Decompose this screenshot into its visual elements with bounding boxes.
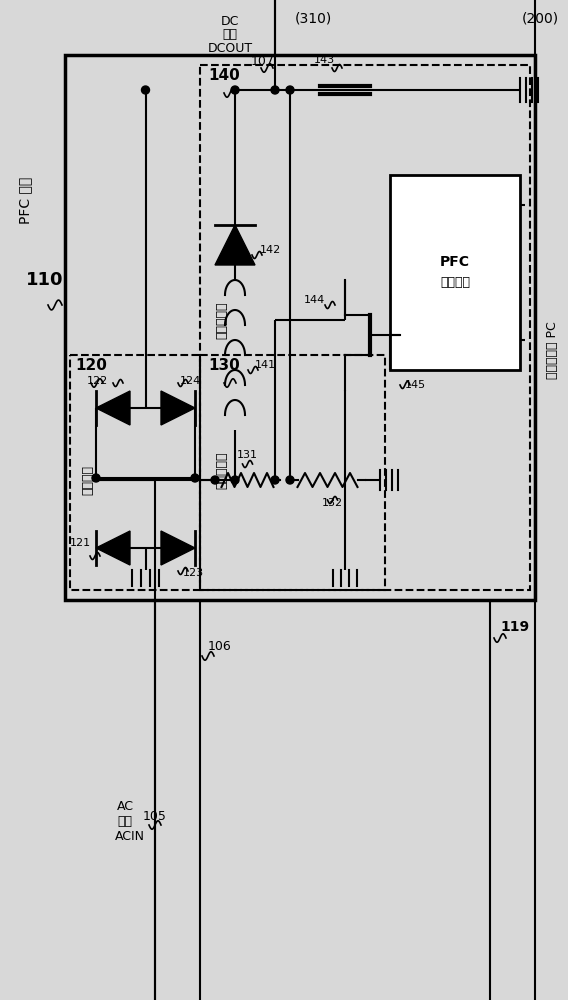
Text: 123: 123 — [183, 568, 204, 578]
Bar — [200, 65, 530, 590]
Text: 142: 142 — [260, 245, 281, 255]
Text: 119: 119 — [500, 620, 529, 634]
Text: DC: DC — [221, 15, 239, 28]
Circle shape — [286, 476, 294, 484]
Text: 130: 130 — [208, 358, 240, 373]
Circle shape — [231, 476, 239, 484]
Text: 106: 106 — [208, 640, 232, 653]
Bar — [200, 355, 385, 590]
Text: 120: 120 — [75, 358, 107, 373]
Circle shape — [231, 86, 239, 94]
Text: 信号: 信号 — [223, 28, 237, 41]
Polygon shape — [96, 391, 130, 425]
Text: AC: AC — [116, 800, 133, 813]
Circle shape — [271, 86, 279, 94]
Text: 105: 105 — [143, 810, 167, 823]
Circle shape — [211, 476, 219, 484]
Text: 107: 107 — [251, 55, 275, 68]
Polygon shape — [96, 531, 130, 565]
Text: 121: 121 — [70, 538, 91, 548]
Text: (200): (200) — [521, 12, 558, 26]
Circle shape — [191, 474, 199, 482]
Text: 110: 110 — [26, 271, 64, 289]
Circle shape — [271, 476, 279, 484]
Text: 140: 140 — [208, 68, 240, 83]
Text: PFC 电路: PFC 电路 — [18, 176, 32, 224]
Text: 122: 122 — [87, 376, 108, 386]
Text: 升压器电路: 升压器电路 — [215, 301, 228, 339]
Polygon shape — [161, 531, 195, 565]
Bar — [390, 175, 520, 370]
Text: 整流电路: 整流电路 — [81, 465, 94, 495]
Text: ACIN: ACIN — [115, 830, 145, 843]
Bar — [70, 355, 200, 590]
Text: 132: 132 — [322, 498, 343, 508]
Polygon shape — [161, 391, 195, 425]
Text: 144: 144 — [304, 295, 325, 305]
Text: 分压器电路: 分压器电路 — [215, 451, 228, 489]
Text: 145: 145 — [405, 380, 426, 390]
Text: (310): (310) — [295, 12, 332, 26]
Text: 信号: 信号 — [118, 815, 132, 828]
Text: DCOUT: DCOUT — [207, 42, 253, 55]
Text: 131: 131 — [237, 450, 258, 460]
Polygon shape — [215, 225, 255, 265]
Circle shape — [286, 86, 294, 94]
Text: 143: 143 — [314, 55, 335, 65]
Text: 控制电路: 控制电路 — [440, 276, 470, 289]
Circle shape — [92, 474, 100, 482]
Text: PFC: PFC — [440, 255, 470, 269]
Text: 脉动流信号 PC: 脉动流信号 PC — [546, 321, 559, 379]
Text: 124: 124 — [180, 376, 201, 386]
Circle shape — [141, 86, 149, 94]
Bar — [65, 55, 535, 600]
Text: 141: 141 — [255, 360, 276, 370]
